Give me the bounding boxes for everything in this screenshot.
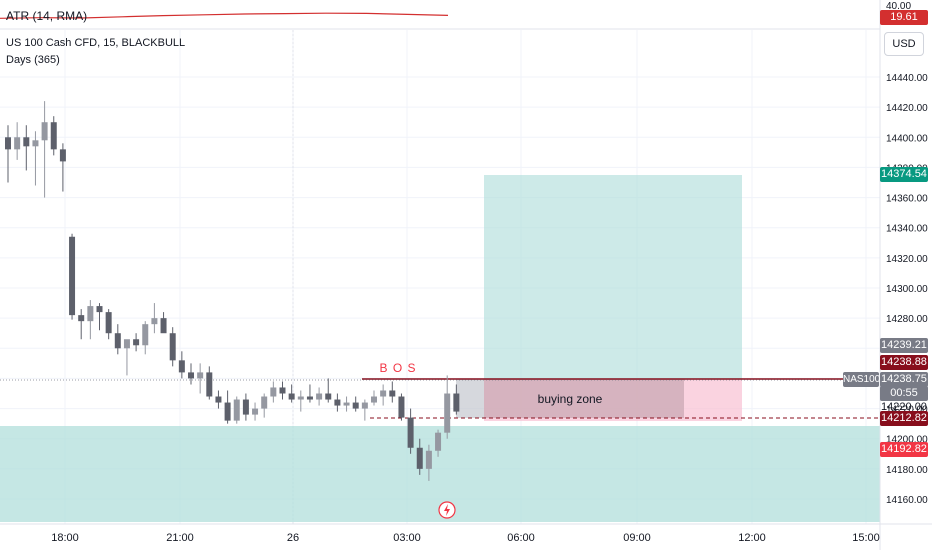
dashed-price-tag: 14212.82 (880, 411, 928, 426)
candle-body[interactable] (435, 432, 442, 451)
candle-body[interactable] (279, 387, 286, 394)
symbol-title: US 100 Cash CFD, 15, BLACKBULL (6, 37, 186, 49)
atr-scale-top: 40.00 (886, 1, 911, 12)
candle-body[interactable] (444, 393, 451, 433)
candle-body[interactable] (215, 396, 222, 403)
candle-body[interactable] (169, 333, 176, 361)
last-price-tag: 14238.75 (880, 372, 928, 387)
candle-body[interactable] (5, 137, 11, 150)
atr-value-tag: 19.61 (880, 10, 928, 25)
time-tick-label: 12:00 (738, 532, 766, 544)
time-tick-label: 21:00 (166, 532, 194, 544)
candle-body[interactable] (352, 402, 359, 409)
candle-body[interactable] (87, 306, 94, 322)
candle-body[interactable] (69, 236, 76, 316)
candle-body[interactable] (32, 140, 39, 147)
candle-body[interactable] (41, 122, 48, 141)
entry-price-tag: 14238.88 (880, 355, 928, 370)
time-tick-label: 09:00 (623, 532, 651, 544)
candle-body[interactable] (389, 390, 396, 397)
candle-body[interactable] (50, 122, 57, 150)
bos-label: B O S (379, 361, 416, 375)
ticker-tag: NAS100 (843, 372, 881, 387)
lightning-bolt (444, 504, 450, 516)
symbol-legend[interactable]: US 100 Cash CFD, 15, BLACKBULL (6, 37, 185, 49)
time-tick-label: 15:00 (852, 532, 880, 544)
candle-body[interactable] (343, 402, 350, 406)
countdown-tag: 00:55 (880, 386, 928, 401)
atr-legend-label: ATR (14, RMA) (6, 9, 88, 23)
candle-body[interactable] (398, 396, 405, 418)
target-price-tag: 14374.54 (880, 167, 928, 182)
price-tick-label: 14340.00 (886, 224, 928, 235)
candle-body[interactable] (297, 396, 304, 400)
candle-body[interactable] (96, 306, 103, 313)
candlestick-series (5, 101, 460, 481)
candle-body[interactable] (123, 339, 130, 349)
candle-body[interactable] (361, 402, 368, 409)
candle-body[interactable] (14, 137, 21, 150)
study-legend[interactable]: Days (365) (6, 54, 60, 66)
long-position-profit-area[interactable] (484, 175, 742, 379)
partial-price-tag: 14220.00 (881, 401, 927, 413)
time-tick-label: 03:00 (393, 532, 421, 544)
candle-body[interactable] (453, 393, 460, 412)
candle-body[interactable] (197, 372, 204, 379)
buying-zone-overlap (484, 379, 684, 418)
candle-body[interactable] (178, 360, 185, 373)
candle-body[interactable] (206, 372, 213, 397)
study-label: Days (365) (6, 54, 60, 66)
event-marker[interactable] (438, 501, 456, 519)
candle-body[interactable] (334, 399, 341, 406)
price-tick-label: 14300.00 (886, 284, 928, 295)
candle-body[interactable] (160, 318, 167, 334)
candle-body[interactable] (288, 393, 295, 400)
price-tick-label: 14160.00 (886, 495, 928, 506)
candle-body[interactable] (59, 149, 66, 162)
candle-body[interactable] (242, 399, 249, 415)
high-price-tag: 14239.21 (880, 338, 928, 353)
candle-body[interactable] (23, 137, 30, 147)
buying-zone-label: buying zone (538, 392, 603, 406)
candle-body[interactable] (78, 315, 85, 322)
candle-body[interactable] (142, 324, 149, 346)
candle-body[interactable] (316, 393, 323, 400)
candle-body[interactable] (306, 396, 313, 400)
atr-indicator-line (0, 12, 449, 19)
currency-button[interactable]: USD (884, 32, 924, 56)
candle-body[interactable] (224, 402, 231, 421)
candle-body[interactable] (151, 318, 158, 325)
candle-body[interactable] (380, 390, 387, 397)
price-tick-label: 14180.00 (886, 465, 928, 476)
candle-body[interactable] (425, 450, 432, 469)
price-tick-label: 14440.00 (886, 73, 928, 84)
time-axis[interactable]: 18:00 21:00 26 03:00 06:00 09:00 12:00 15:00 (51, 532, 880, 544)
price-tick-label: 14220.00 (886, 405, 928, 416)
candle-body[interactable] (233, 399, 240, 421)
candle-body[interactable] (270, 387, 277, 397)
price-tick-label: 14360.00 (886, 194, 928, 205)
stop-price-tag: 14192.82 (880, 442, 928, 457)
candle-body[interactable] (188, 372, 194, 379)
candle-body[interactable] (105, 312, 112, 334)
price-tick-label: 14280.00 (886, 314, 928, 325)
price-tick-label: 14420.00 (886, 103, 928, 114)
candle-body[interactable] (371, 396, 377, 403)
candle-body[interactable] (252, 408, 259, 415)
candle-body[interactable] (114, 333, 121, 349)
price-tick-label: 14320.00 (886, 254, 928, 265)
time-tick-label: 26 (287, 532, 299, 544)
candle-body[interactable] (325, 393, 332, 400)
time-tick-label: 18:00 (51, 532, 79, 544)
atr-legend[interactable]: ATR (14, RMA) (6, 9, 87, 23)
candle-body[interactable] (261, 396, 268, 409)
time-tick-label: 06:00 (507, 532, 535, 544)
price-tick-label: 14200.00 (886, 435, 928, 446)
candle-body[interactable] (416, 447, 423, 469)
price-tick-label: 14400.00 (886, 133, 928, 144)
candle-body[interactable] (133, 339, 140, 346)
candle-body[interactable] (407, 417, 414, 448)
